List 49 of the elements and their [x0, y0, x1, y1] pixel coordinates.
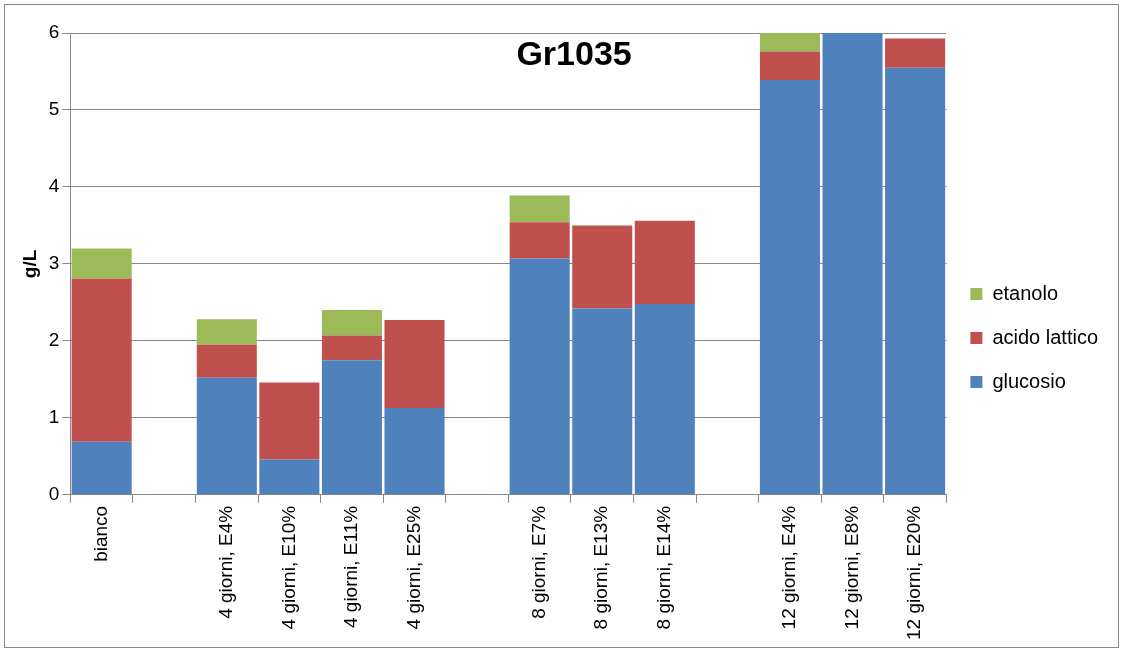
y-tick-label: 3	[48, 252, 60, 274]
bar	[321, 360, 382, 495]
bar	[384, 407, 445, 495]
bar	[259, 382, 320, 460]
bar	[196, 344, 257, 378]
x-tick-label: 4 giorni, E4%	[215, 505, 237, 619]
y-tick-label: 5	[48, 98, 60, 120]
bar	[196, 377, 257, 495]
bar	[572, 225, 633, 309]
bar	[384, 320, 445, 408]
x-tick-label: 4 giorni, E11%	[340, 505, 362, 629]
x-tick-label: bianco	[89, 505, 111, 562]
bar	[759, 51, 820, 80]
legend-label: acido lattico	[992, 325, 1099, 348]
bar	[634, 303, 695, 495]
bar	[509, 195, 570, 223]
bar	[885, 67, 946, 495]
y-tick-label: 0	[48, 483, 60, 505]
bar	[321, 335, 382, 361]
bar	[71, 278, 132, 442]
legend-label: etanolo	[992, 281, 1059, 304]
x-tick-label: 8 giorni, E14%	[653, 505, 675, 630]
bar	[572, 308, 633, 495]
bar	[509, 222, 570, 259]
x-tick-label: 12 giorni, E8%	[840, 505, 862, 630]
x-tick-label: 8 giorni, E7%	[527, 505, 549, 619]
bar	[196, 319, 257, 345]
bar	[509, 258, 570, 495]
bar	[321, 310, 382, 336]
bar	[759, 79, 820, 495]
bar	[71, 248, 132, 279]
y-tick-label: 4	[48, 175, 60, 197]
bar	[885, 38, 946, 68]
x-tick-label: 4 giorni, E25%	[402, 505, 424, 630]
x-tick-label: 12 giorni, E4%	[778, 505, 800, 630]
bar	[259, 459, 320, 495]
y-tick-label: 2	[48, 329, 60, 351]
bar	[71, 441, 132, 495]
x-tick-label: 8 giorni, E13%	[590, 505, 612, 630]
legend-label: glucosio	[992, 369, 1066, 392]
chart-title: Gr1035	[516, 34, 632, 73]
y-axis-title: g/L	[18, 249, 40, 279]
bar	[759, 33, 820, 52]
x-tick-label: 4 giorni, E10%	[277, 505, 299, 630]
x-tick-label: 12 giorni, E20%	[903, 505, 925, 641]
bar	[634, 220, 695, 304]
bar	[822, 33, 883, 495]
y-tick-label: 1	[48, 406, 60, 428]
y-tick-label: 6	[48, 21, 60, 43]
